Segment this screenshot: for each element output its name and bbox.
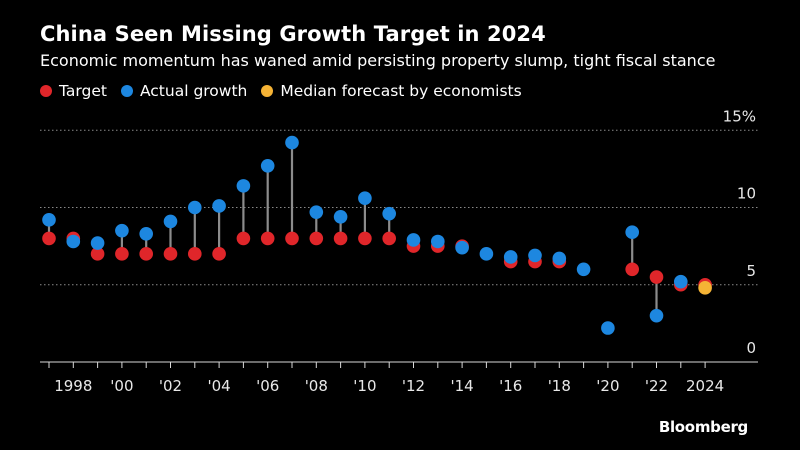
target-point	[115, 247, 129, 261]
actual-growth-point	[649, 308, 664, 323]
actual-growth-point	[455, 240, 469, 255]
x-tick-label: '00	[110, 377, 133, 395]
label-layer: 0 5 10 15% 1998 '00 '02 '04 '06 '08 '10 '12 '14 '16 '1…	[54, 107, 756, 395]
grid-layer	[40, 129, 758, 368]
target-point	[90, 247, 105, 261]
actual-growth-point	[431, 234, 445, 249]
x-tick-label: '12	[402, 377, 425, 395]
actual-growth-point	[285, 135, 299, 150]
target-point	[649, 270, 664, 284]
target-point	[188, 247, 202, 261]
actual-marker-icon	[120, 85, 133, 97]
forecast-marker-icon	[261, 85, 274, 97]
actual-growth-point	[139, 226, 153, 241]
x-tick-label: '18	[548, 377, 571, 395]
actual-growth-point	[66, 234, 81, 249]
actual-growth-point	[576, 262, 591, 277]
x-tick-label: '10	[353, 377, 376, 395]
legend: Target Actual growth Median forecast by …	[40, 82, 536, 100]
actual-growth-point	[333, 209, 348, 224]
target-point	[139, 247, 153, 261]
target-point	[260, 231, 275, 246]
y-tick-label: 0	[746, 339, 756, 357]
actual-growth-point	[528, 248, 542, 263]
actual-growth-point	[406, 233, 421, 247]
actual-growth-point	[115, 223, 129, 238]
x-tick-label: 2024	[686, 377, 724, 395]
legend-item-actual: Actual growth	[120, 82, 248, 100]
legend-item-target: Target	[40, 82, 107, 100]
legend-item-forecast: Median forecast by economists	[261, 82, 522, 100]
target-point	[333, 231, 348, 246]
y-tick-label: 10	[737, 185, 756, 203]
target-point	[163, 247, 178, 261]
actual-growth-point	[260, 158, 275, 173]
x-tick-label: '22	[645, 377, 668, 395]
target-point	[285, 231, 299, 246]
legend-label-target: Target	[59, 82, 107, 100]
y-tick-label: 15%	[723, 107, 756, 125]
actual-growth-point	[188, 200, 202, 215]
x-tick-label: '08	[305, 377, 328, 395]
x-tick-label: '06	[256, 377, 279, 395]
actual-growth-point	[42, 213, 56, 227]
forecast-point	[698, 281, 712, 295]
chart-subtitle: Economic momentum has waned amid persist…	[40, 51, 716, 70]
chart-title: China Seen Missing Growth Target in 2024	[40, 22, 546, 46]
target-marker-icon	[40, 85, 52, 97]
target-point	[309, 231, 324, 246]
bloomberg-logo: Bloomberg	[658, 418, 748, 436]
legend-label-actual: Actual growth	[139, 82, 248, 100]
x-tick-label: '14	[450, 377, 473, 395]
actual-growth-point	[503, 250, 518, 264]
x-tick-label: '16	[499, 377, 522, 395]
actual-growth-point	[601, 321, 615, 335]
actual-growth-point	[625, 225, 639, 240]
y-tick-label: 5	[746, 262, 756, 280]
target-point	[236, 231, 251, 246]
x-tick-label: '02	[159, 377, 182, 395]
x-tick-label: '20	[596, 377, 619, 395]
actual-growth-point	[552, 251, 567, 266]
actual-growth-point	[358, 191, 372, 206]
target-point	[382, 231, 397, 246]
actual-growth-point	[479, 247, 494, 261]
target-point	[358, 231, 372, 246]
actual-growth-point	[309, 205, 324, 219]
target-point	[625, 262, 639, 277]
actual-growth-point	[674, 274, 688, 289]
x-tick-label: '04	[207, 377, 230, 395]
target-point	[42, 231, 56, 246]
actual-growth-point	[163, 214, 178, 229]
x-tick-label: 1998	[54, 377, 92, 395]
point-layer	[42, 135, 712, 335]
actual-growth-point	[236, 179, 251, 193]
target-point	[212, 247, 226, 261]
legend-label-forecast: Median forecast by economists	[280, 82, 522, 100]
actual-growth-point	[382, 206, 397, 221]
actual-growth-point	[90, 236, 105, 250]
actual-growth-point	[212, 199, 226, 213]
